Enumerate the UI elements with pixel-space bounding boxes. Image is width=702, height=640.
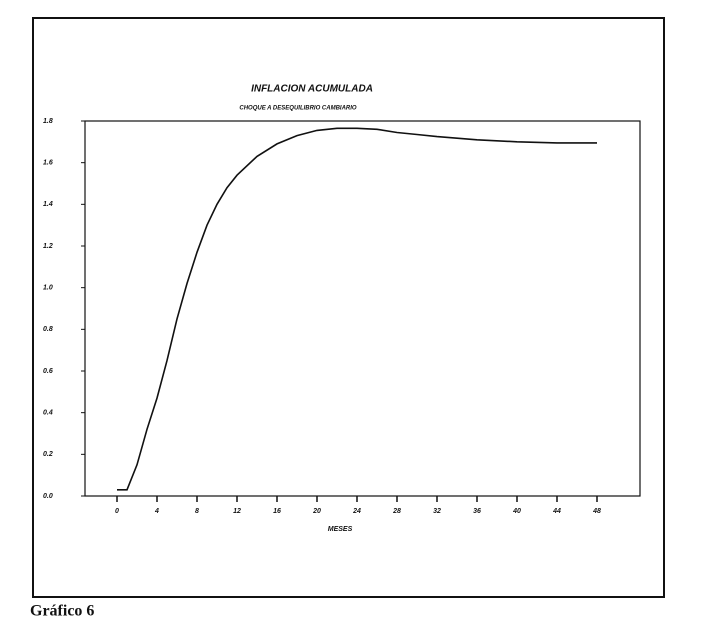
y-tick-label: 1.6 bbox=[43, 160, 53, 167]
y-tick-label: 1.8 bbox=[43, 118, 53, 125]
x-tick-label: 16 bbox=[273, 508, 281, 515]
y-tick-label: 1.0 bbox=[43, 285, 53, 292]
y-tick-label: 0.4 bbox=[43, 410, 53, 417]
x-tick-label: 8 bbox=[195, 508, 199, 515]
data-line bbox=[117, 127, 597, 491]
caption: Gráfico 6 bbox=[30, 603, 94, 620]
x-tick-label: 36 bbox=[473, 508, 481, 515]
y-tick-label: 1.2 bbox=[43, 243, 53, 250]
y-tick-label: 0.2 bbox=[43, 451, 53, 458]
x-tick-label: 32 bbox=[433, 508, 441, 515]
x-tick-label: 20 bbox=[312, 508, 321, 515]
plot-area bbox=[84, 120, 641, 497]
x-tick-label: 28 bbox=[392, 508, 401, 515]
x-tick-label: 0 bbox=[115, 508, 119, 515]
x-tick-label: 12 bbox=[233, 508, 241, 515]
x-tick-label: 48 bbox=[592, 508, 601, 515]
x-tick-label: 24 bbox=[352, 508, 361, 515]
chart-title: INFLACION ACUMULADA bbox=[251, 84, 373, 95]
x-tick-label: 4 bbox=[154, 508, 159, 515]
x-axis-label: MESES bbox=[328, 526, 353, 533]
frame bbox=[32, 17, 665, 598]
y-tick-label: 0.8 bbox=[43, 326, 53, 333]
chart-subtitle: CHOQUE A DESEQUILIBRIO CAMBIARIO bbox=[239, 106, 357, 112]
y-tick-label: 0.6 bbox=[43, 368, 53, 375]
y-tick-label: 1.4 bbox=[43, 201, 53, 208]
x-tick-label: 40 bbox=[512, 508, 521, 515]
y-tick-label: 0.0 bbox=[43, 493, 53, 500]
x-tick-label: 44 bbox=[552, 508, 561, 515]
